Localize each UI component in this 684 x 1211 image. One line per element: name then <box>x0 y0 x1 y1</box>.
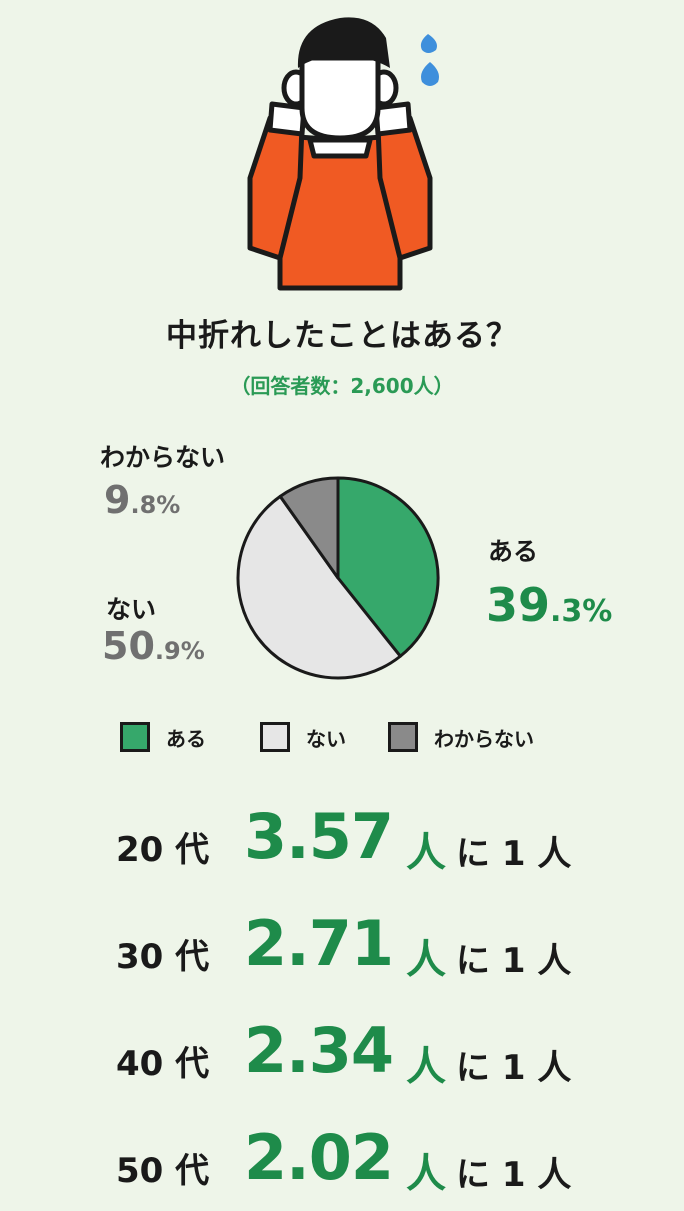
ratio-suffix: に 1 人 <box>456 1048 572 1088</box>
legend-swatch-unknown <box>388 722 418 752</box>
ratio-unit: 人 <box>406 1044 446 1090</box>
legend-item-no: ない <box>260 722 388 752</box>
legend-label: ある <box>166 726 206 751</box>
ratio-unit: 人 <box>406 830 446 876</box>
legend-label: わからない <box>434 726 534 751</box>
age-label: 40 代 <box>116 1044 210 1084</box>
label-no-name: ない <box>106 595 157 624</box>
worried-man-illustration <box>247 17 439 291</box>
ratio-unit: 人 <box>406 937 446 983</box>
label-yes-name: ある <box>488 537 539 566</box>
ratio-suffix: に 1 人 <box>456 834 572 874</box>
pie-slice-0 <box>336 476 440 658</box>
ratio-value: 3.57 <box>244 800 394 873</box>
age-label: 30 代 <box>116 937 210 977</box>
ratio-row-20s: 20 代 3.57 人 に 1 人 <box>0 800 684 890</box>
ratio-suffix: に 1 人 <box>456 1155 572 1195</box>
page-title: 中折れしたことはある？ <box>166 318 518 354</box>
ratio-unit: 人 <box>406 1151 446 1197</box>
ratio-suffix: に 1 人 <box>456 941 572 981</box>
legend-swatch-yes <box>120 722 150 752</box>
legend-label: ない <box>306 726 346 751</box>
sweat-drop-icon <box>420 34 437 53</box>
pie-slice-1 <box>236 494 402 680</box>
chart-legend: ある ない わからない <box>120 722 534 752</box>
label-unknown-name: わからない <box>100 443 226 472</box>
ratio-value: 2.34 <box>244 1014 394 1087</box>
sweat-drop-icon <box>421 62 439 86</box>
label-yes-value: 39.3% <box>486 578 613 632</box>
label-no-value: 50.9% <box>102 624 205 668</box>
ratio-value: 2.02 <box>244 1121 394 1194</box>
ratio-value: 2.71 <box>244 907 394 980</box>
ratio-row-50s: 50 代 2.02 人 に 1 人 <box>0 1121 684 1211</box>
age-label: 50 代 <box>116 1151 210 1191</box>
legend-item-unknown: わからない <box>388 722 534 752</box>
pie-slice-2 <box>278 476 340 580</box>
legend-item-yes: ある <box>120 722 260 752</box>
ratio-row-40s: 40 代 2.34 人 に 1 人 <box>0 1014 684 1104</box>
respondent-count: （回答者数：2,600人） <box>230 374 454 398</box>
pie-chart <box>236 476 440 680</box>
label-unknown-value: 9.8% <box>104 478 181 522</box>
age-label: 20 代 <box>116 830 210 870</box>
legend-swatch-no <box>260 722 290 752</box>
ratio-row-30s: 30 代 2.71 人 に 1 人 <box>0 907 684 997</box>
